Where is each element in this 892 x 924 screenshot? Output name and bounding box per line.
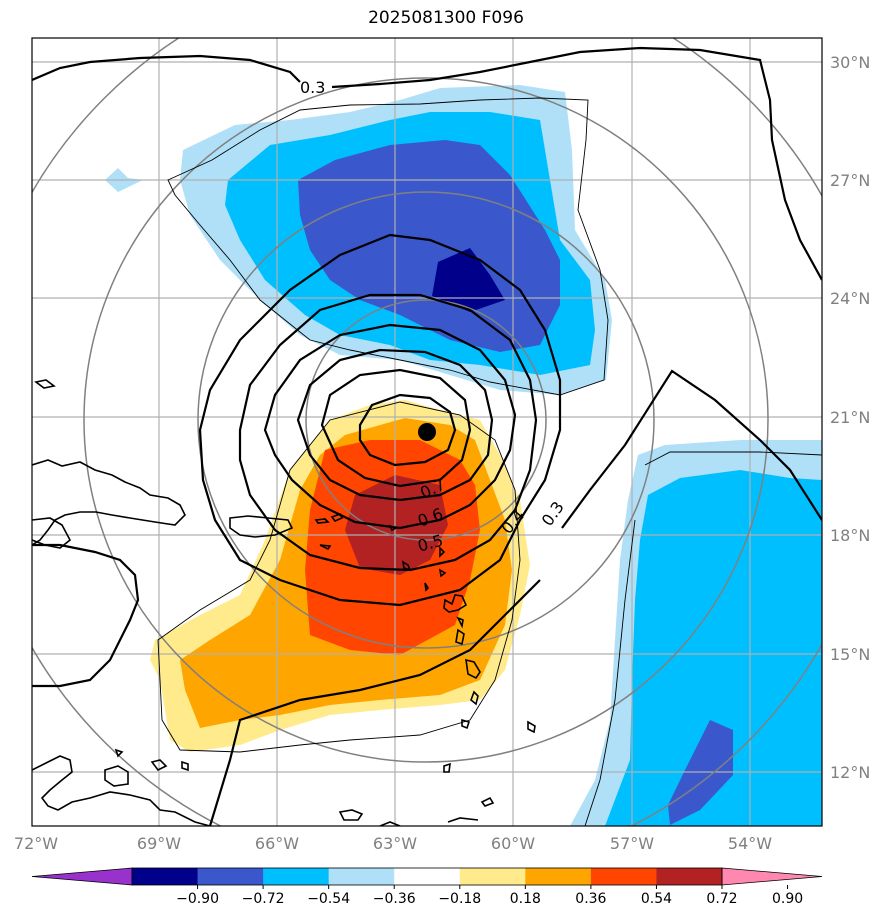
coast-barbados <box>527 720 536 734</box>
lon-tick: 66°W <box>255 834 299 853</box>
range-rings <box>32 38 822 826</box>
lon-tick: 72°W <box>14 834 58 853</box>
coast-venezuela-5 <box>447 817 479 823</box>
lat-tick: 21°N <box>830 408 870 427</box>
shade-dark-blue <box>432 248 505 312</box>
colorbar-label: −0.18 <box>438 891 481 907</box>
lat-tick-labels: 30°N 27°N 24°N 21°N 18°N 15°N 12°N <box>830 53 870 782</box>
contour-07 <box>296 348 494 502</box>
coast-tobago <box>443 762 451 773</box>
colorbar-segment <box>328 868 395 885</box>
colorbar-label: 0.90 <box>772 891 803 907</box>
coast-antigua <box>439 546 446 558</box>
lat-tick: 27°N <box>830 171 870 190</box>
coast-stvincent <box>470 690 479 706</box>
coastlines <box>32 379 536 826</box>
colorbar-label: −0.72 <box>242 891 285 907</box>
contour-04 <box>198 233 562 607</box>
colorbar-segment <box>197 868 264 885</box>
contour-08 <box>320 368 472 488</box>
shade-firebrick <box>345 475 448 575</box>
colorbar-extend-low <box>31 867 133 886</box>
thin-contours <box>157 97 822 826</box>
colorbar-label: −0.54 <box>307 891 350 907</box>
map-title: 2025081300 F096 <box>368 8 524 28</box>
contour-09 <box>358 393 457 467</box>
coast-stlucia <box>465 658 481 680</box>
thick-contours <box>32 46 822 826</box>
colorbar-label: −0.90 <box>176 891 219 907</box>
colorbar-segment <box>132 868 199 885</box>
lon-tick: 57°W <box>610 834 654 853</box>
negative-anomaly-east <box>570 440 822 826</box>
colorbar-segment <box>394 868 461 885</box>
lon-tick: 69°W <box>137 834 181 853</box>
lon-tick: 54°W <box>728 834 772 853</box>
colorbar-segment <box>525 868 592 885</box>
lat-tick: 30°N <box>830 53 870 72</box>
contour-06 <box>263 323 517 530</box>
coast-stkitts <box>424 582 430 592</box>
storm-center-marker <box>418 423 436 441</box>
coast-hispaniola-south <box>32 517 72 549</box>
negative-anomaly-north <box>105 85 612 395</box>
lat-tick: 12°N <box>830 763 870 782</box>
colorbar-frame <box>131 867 723 886</box>
map-area <box>32 38 822 826</box>
coast-martinique <box>455 628 465 646</box>
colorbar: −0.90 −0.72 −0.54 −0.36 −0.18 0.18 0.36 0.54 0.7… <box>31 867 823 907</box>
coast-trinidad <box>480 796 495 807</box>
lat-tick: 24°N <box>830 289 870 308</box>
colorbar-extend-high <box>721 867 823 886</box>
coast-montserrat <box>438 568 447 578</box>
lat-tick: 15°N <box>830 645 870 664</box>
lon-tick: 63°W <box>373 834 417 853</box>
lon-tick-labels: 72°W 69°W 66°W 63°W 60°W 57°W 54°W <box>14 834 772 853</box>
coast-islet <box>114 748 124 758</box>
colorbar-segment <box>590 868 657 885</box>
colorbar-segment <box>656 868 723 885</box>
coast-curacao <box>181 760 189 772</box>
coast-vi-2 <box>330 512 344 522</box>
coast-vi-3 <box>319 544 332 551</box>
coast-venezuela-4 <box>379 821 401 826</box>
lat-tick: 18°N <box>830 526 870 545</box>
coast-cuba-hispaniola <box>32 459 186 546</box>
colorbar-segment <box>263 868 330 885</box>
contour-label-top: 0.3 <box>300 78 325 97</box>
contour-03-north <box>32 46 822 281</box>
coast-dominica <box>456 616 464 629</box>
colorbar-label: −0.36 <box>373 891 416 907</box>
colorbar-label: 0.36 <box>575 891 606 907</box>
coast-vi-1 <box>314 518 330 524</box>
contour-05 <box>238 293 538 572</box>
contour-0-west <box>32 543 140 688</box>
lon-tick: 60°W <box>491 834 535 853</box>
coast-guadeloupe <box>443 594 468 613</box>
coast-venezuela <box>32 755 211 826</box>
colorbar-segment <box>459 868 526 885</box>
coast-puerto-rico <box>229 515 294 538</box>
coast-aruba <box>150 759 168 772</box>
positive-anomaly <box>150 400 530 752</box>
colorbar-label: 0.72 <box>706 891 737 907</box>
shade-deep-sky-east <box>605 470 822 826</box>
colorbar-label: 0.18 <box>510 891 541 907</box>
contour-03-south <box>208 369 822 826</box>
coast-venezuela-3 <box>338 809 364 821</box>
colorbar-label: 0.54 <box>641 891 672 907</box>
coast-venezuela-2 <box>104 765 129 787</box>
coast-bahamas <box>34 379 56 389</box>
map-frame <box>31 37 823 827</box>
